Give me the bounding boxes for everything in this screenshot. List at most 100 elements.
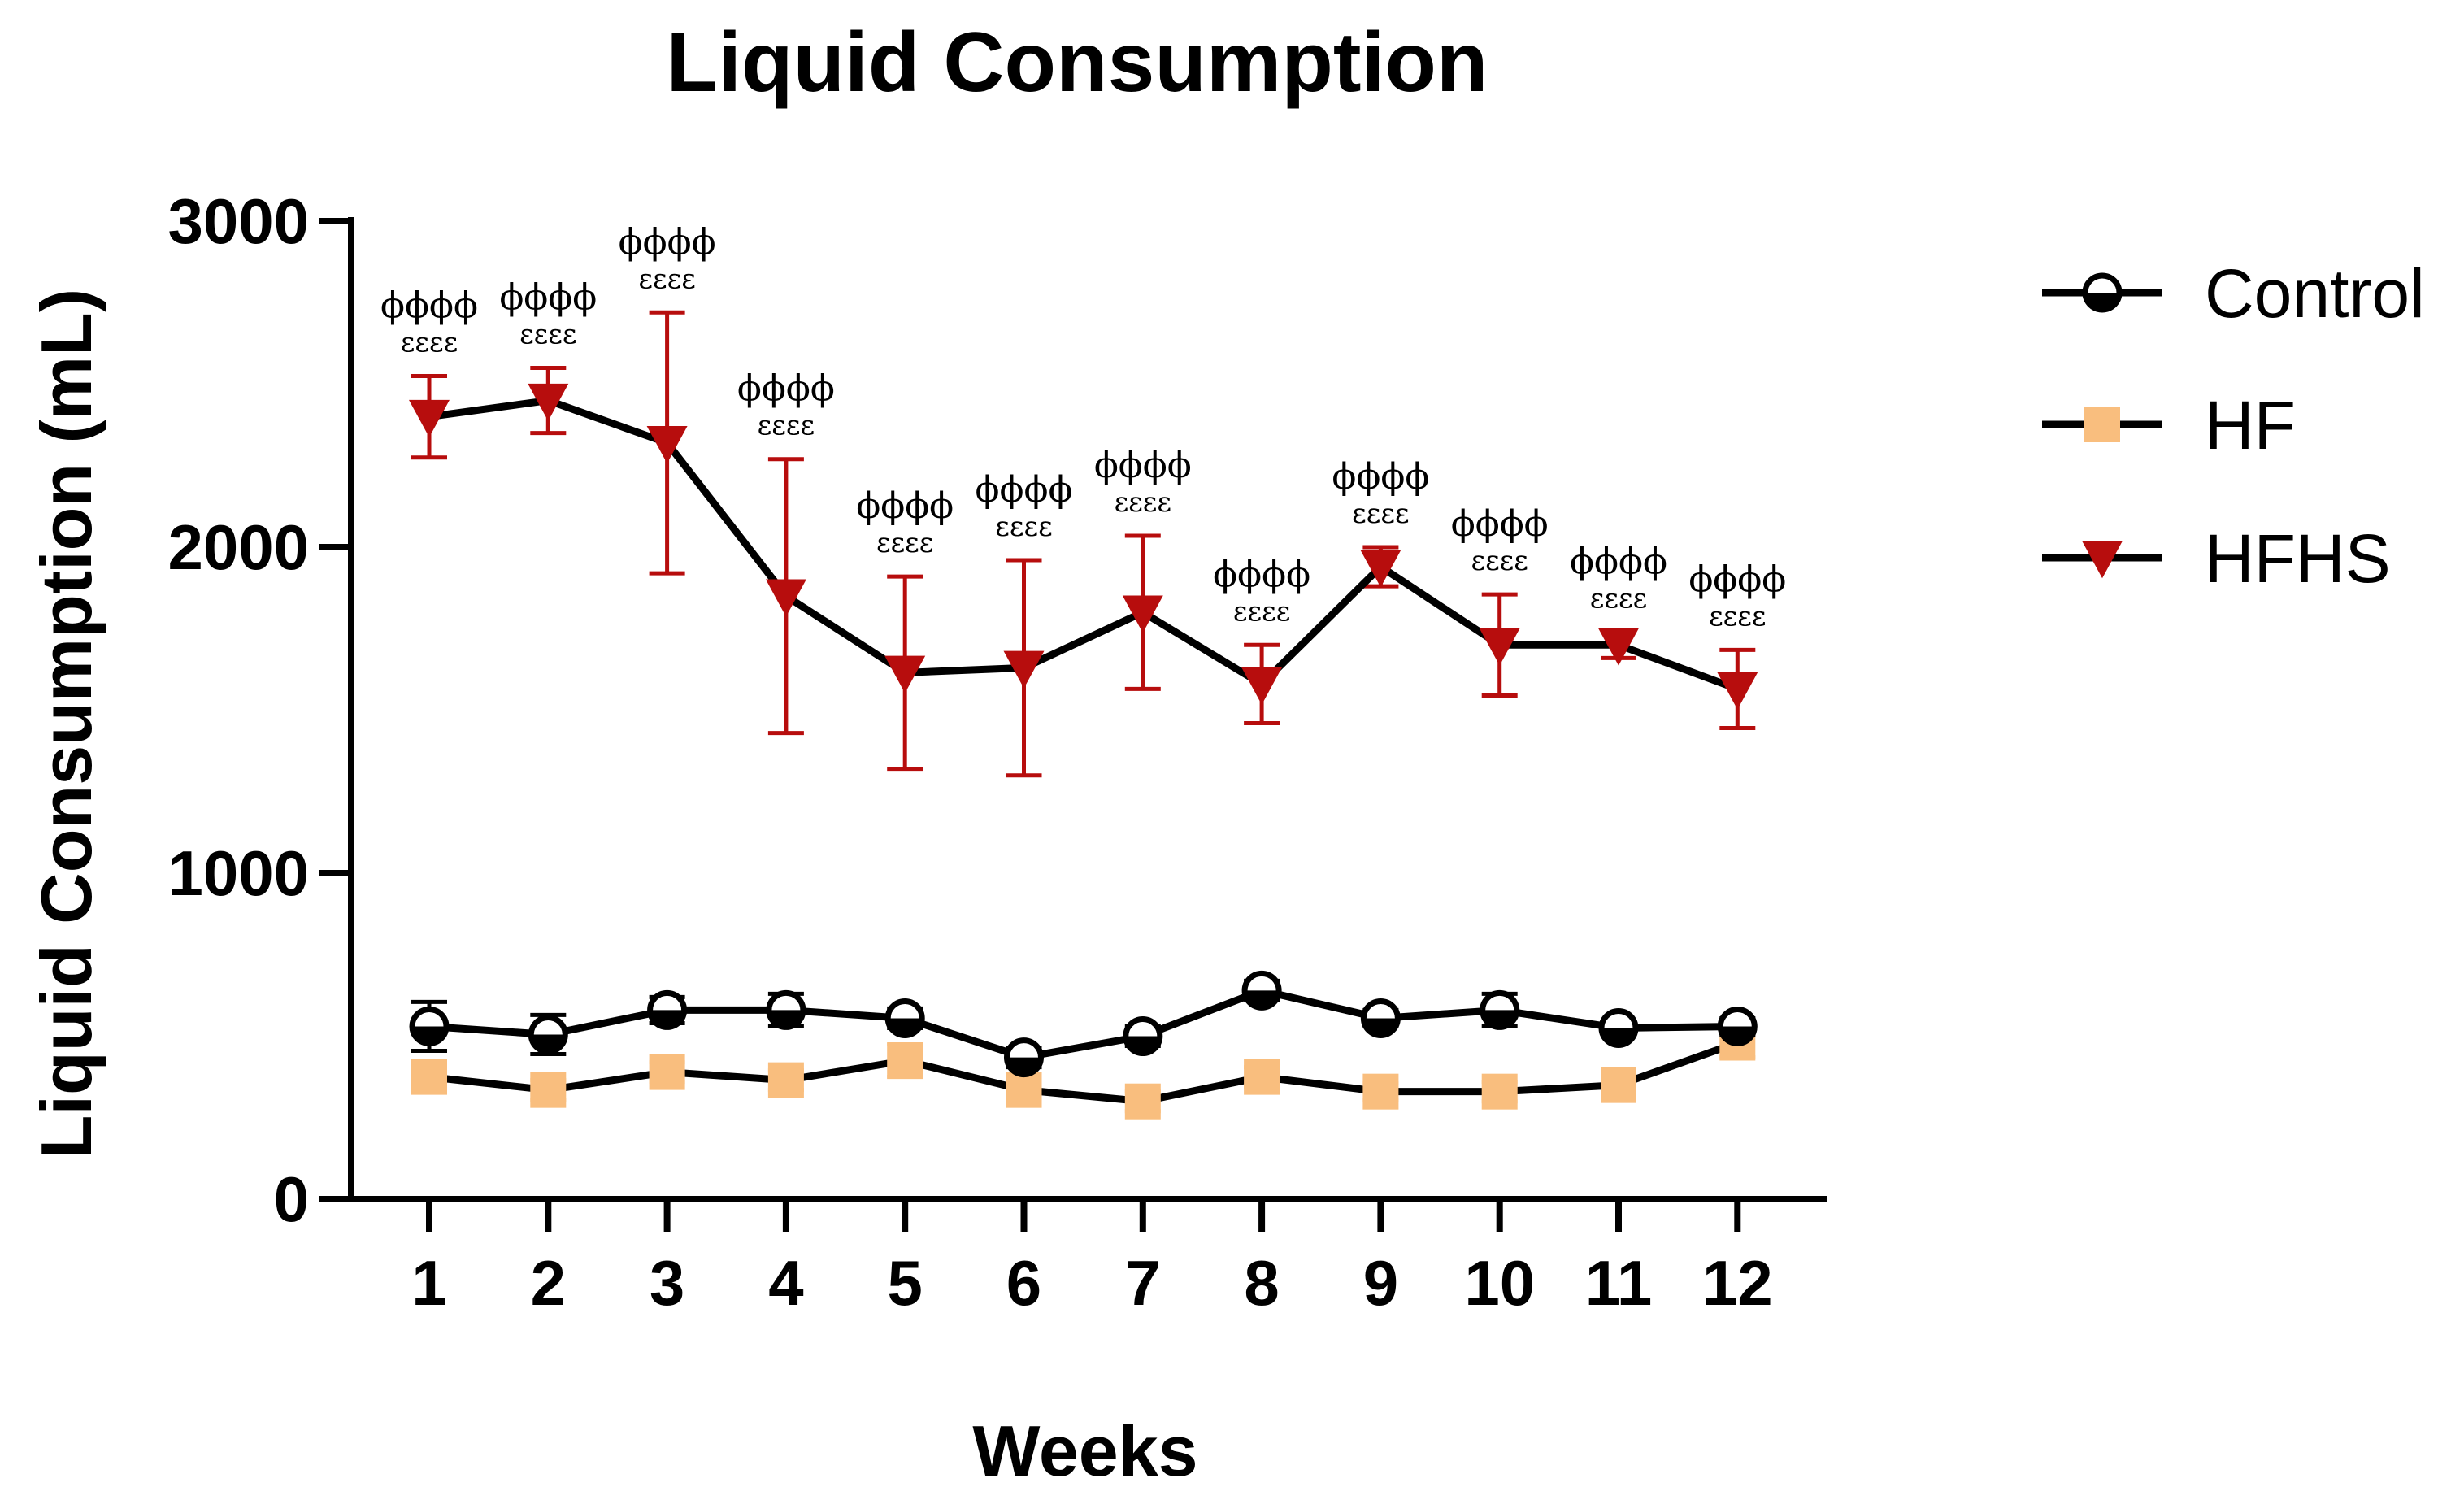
legend-item-hf: HF [2042, 387, 2296, 463]
x-tick-label-2: 2 [531, 1247, 566, 1319]
significance-annotations: ϕϕϕϕεεεεϕϕϕϕεεεεϕϕϕϕεεεεϕϕϕϕεεεεϕϕϕϕεεεε… [380, 221, 1786, 633]
annotation-epsilon-8: εεεε [1233, 595, 1290, 628]
annotation-epsilon-12: εεεε [1709, 600, 1766, 633]
control-point-12 [1717, 1006, 1758, 1046]
hfhs-point-7 [1122, 595, 1163, 633]
hf-line [428, 1039, 1739, 1106]
legend-label-hf: HF [2205, 387, 2296, 463]
annotation-phi-11: ϕϕϕϕ [1570, 541, 1667, 582]
control-point-7 [1123, 1016, 1163, 1056]
control-point-11 [1598, 1007, 1639, 1048]
annotation-phi-8: ϕϕϕϕ [1213, 554, 1310, 595]
hf-point-6 [1006, 1072, 1042, 1108]
annotation-phi-12: ϕϕϕϕ [1688, 559, 1786, 600]
annotation-epsilon-9: εεεε [1352, 498, 1409, 530]
control-point-2 [528, 1014, 568, 1054]
y-tick-label-0: 0 [274, 1163, 309, 1235]
annotation-phi-2: ϕϕϕϕ [499, 276, 597, 318]
hfhs-point-6 [1003, 650, 1045, 689]
hfhs-point-9 [1360, 550, 1401, 588]
hfhs-point-3 [646, 425, 688, 463]
series-hf [411, 1024, 1756, 1120]
y-axis-label: Liquid Consumption (mL) [26, 289, 106, 1159]
hfhs-point-4 [765, 579, 806, 617]
hfhs-point-10 [1479, 628, 1520, 666]
legend-item-hfhs: HFHS [2042, 520, 2391, 597]
chart-title: Liquid Consumption [667, 15, 1488, 110]
control-line [428, 986, 1738, 1062]
annotation-phi-1: ϕϕϕϕ [380, 285, 478, 326]
hfhs-point-1 [409, 399, 450, 437]
hf-point-4 [767, 1062, 804, 1098]
x-tick-label-5: 5 [888, 1247, 923, 1319]
annotation-phi-3: ϕϕϕϕ [619, 221, 716, 263]
series-control [409, 970, 1758, 1078]
control-point-8 [1241, 970, 1282, 1011]
annotation-phi-4: ϕϕϕϕ [737, 368, 835, 410]
control-point-6 [1004, 1037, 1044, 1078]
y-tick-label-2000: 2000 [167, 511, 309, 583]
annotation-epsilon-6: εεεε [995, 511, 1052, 543]
control-point-9 [1360, 998, 1401, 1038]
control-point-1 [409, 1006, 450, 1046]
annotation-phi-6: ϕϕϕϕ [976, 469, 1073, 511]
x-tick-label-1: 1 [411, 1247, 446, 1319]
annotation-phi-9: ϕϕϕϕ [1332, 456, 1429, 498]
legend-item-control: Control [2042, 255, 2425, 332]
hf-point-8 [1244, 1059, 1280, 1095]
control-point-5 [884, 998, 925, 1038]
x-tick-label-10: 10 [1464, 1247, 1535, 1319]
hfhs-point-8 [1241, 667, 1283, 705]
x-tick-label-3: 3 [650, 1247, 684, 1319]
x-tick-label-4: 4 [768, 1247, 803, 1319]
series-hfhs [409, 310, 1758, 778]
control-point-4 [766, 989, 806, 1030]
hfhs-point-2 [528, 383, 569, 421]
x-tick-label-7: 7 [1125, 1247, 1160, 1319]
legend-marker-control [2082, 272, 2123, 313]
control-point-3 [647, 989, 688, 1030]
annotation-phi-5: ϕϕϕϕ [856, 485, 954, 527]
hf-point-10 [1481, 1073, 1518, 1110]
annotation-epsilon-5: εεεε [876, 527, 933, 559]
y-tick-label-1000: 1000 [167, 837, 309, 909]
x-tick-label-8: 8 [1244, 1247, 1279, 1319]
y-tick-label-3000: 3000 [167, 185, 309, 257]
hf-point-2 [530, 1072, 567, 1108]
hfhs-point-12 [1717, 672, 1758, 710]
annotation-epsilon-11: εεεε [1590, 582, 1647, 615]
x-axis-label: Weeks [972, 1411, 1197, 1491]
legend: Control HF HFHS [2042, 255, 2425, 597]
legend-marker-hfhs [2082, 541, 2123, 579]
annotation-phi-7: ϕϕϕϕ [1094, 445, 1192, 486]
hf-point-3 [649, 1054, 685, 1090]
hfhs-point-11 [1598, 628, 1639, 666]
legend-label-control: Control [2205, 255, 2425, 332]
x-tick-label-11: 11 [1585, 1247, 1652, 1319]
x-tick-label-9: 9 [1363, 1247, 1398, 1319]
annotation-phi-10: ϕϕϕϕ [1451, 503, 1549, 545]
series-layer [409, 310, 1758, 1120]
legend-marker-hf [2084, 407, 2120, 442]
legend-label-hfhs: HFHS [2205, 520, 2391, 597]
hf-point-5 [887, 1042, 923, 1079]
annotation-epsilon-7: εεεε [1115, 486, 1171, 519]
x-tick-label-6: 6 [1006, 1247, 1041, 1319]
hf-point-11 [1601, 1067, 1636, 1103]
hf-point-1 [411, 1059, 447, 1095]
hf-point-9 [1362, 1073, 1399, 1110]
